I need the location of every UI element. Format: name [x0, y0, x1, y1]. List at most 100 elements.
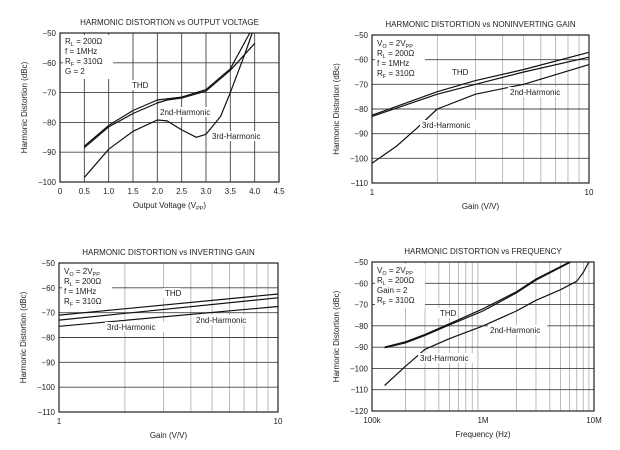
conditions-box: [63, 35, 113, 79]
x-axis-label: Frequency (Hz): [455, 430, 510, 439]
annotation-bg: [194, 315, 254, 325]
condition-sub: PP: [406, 271, 414, 277]
condition-text: RF = 310Ω: [377, 296, 415, 307]
condition-sub: F: [71, 62, 75, 68]
series-thd: [371, 51, 590, 116]
y-tick-label: −90: [354, 130, 368, 139]
conditions-box: [375, 37, 425, 81]
x-tick-label: 2.5: [176, 187, 188, 196]
annotation-bg: [130, 80, 148, 90]
annotation-3rd-harmonic: 3rd-Harmonic: [107, 323, 155, 332]
condition-part: = 310Ω: [74, 57, 102, 66]
condition-sub: L: [383, 54, 386, 60]
condition-part: = 310Ω: [386, 69, 414, 78]
series-2nd-harmonic: [384, 261, 572, 349]
x-tick-label: 3.0: [200, 187, 212, 196]
annotation-3rd-harmonic: 3rd-Harmonic: [422, 121, 470, 130]
annotation-bg: [418, 353, 478, 363]
annotation-thd: THD: [165, 289, 182, 298]
x-tick-label: 0: [58, 187, 63, 196]
condition-part: R: [377, 69, 383, 78]
condition-sub: L: [70, 282, 73, 288]
x-tick-label: 3.5: [225, 187, 237, 196]
x-tick-label: 4.0: [249, 187, 261, 196]
chart-3: 1 10 −50 −60 −70 −80 −90 −100 −110 HARMONIC DISTO…: [19, 248, 283, 440]
condition-part: = 310Ω: [386, 296, 414, 305]
condition-text: RL = 200Ω: [65, 37, 102, 48]
series-thd: [58, 293, 279, 316]
condition-text: Gain = 2: [377, 286, 408, 295]
condition-sub: F: [70, 302, 74, 308]
y-tick-label: −110: [38, 408, 56, 417]
condition-sub: L: [71, 42, 74, 48]
condition-sub: PP: [406, 44, 414, 50]
condition-text: RF = 310Ω: [377, 69, 415, 80]
condition-sub: PP: [93, 272, 101, 278]
condition-sub: O: [382, 44, 387, 50]
y-tick-label: −50: [41, 259, 55, 268]
condition-part: R: [377, 49, 383, 58]
chart-title: HARMONIC DISTORTION vs INVERTING GAIN: [82, 248, 255, 257]
y-tick-label: −60: [42, 59, 56, 68]
condition-part: R: [64, 277, 70, 286]
plot-frame: [58, 262, 279, 413]
condition-text: RL = 200Ω: [377, 276, 414, 287]
y-tick-label: −90: [354, 343, 368, 352]
series-2nd-harmonic: [58, 297, 279, 321]
annotation-thd: THD: [132, 81, 149, 90]
y-tick-label: −90: [41, 358, 55, 367]
annotation-3rd-harmonic: 3rd-Harmonic: [212, 132, 260, 141]
condition-sub: L: [383, 281, 386, 287]
condition-part: = 200Ω: [74, 37, 102, 46]
x-tick-label: 10: [585, 188, 594, 197]
x-tick-label: 10: [274, 417, 283, 426]
y-tick-label: −60: [354, 279, 368, 288]
series-thd: [83, 32, 251, 147]
y-tick-label: −50: [354, 258, 368, 267]
chart-title: HARMONIC DISTORTION vs OUTPUT VOLTAGE: [80, 18, 259, 27]
y-axis-label: Harmonic Distortion (dBc): [20, 61, 29, 153]
series-3rd-harmonic: [371, 64, 590, 164]
condition-part: R: [65, 57, 71, 66]
y-tick-label: −80: [41, 334, 55, 343]
y-tick-label: −50: [42, 29, 56, 38]
condition-part: f = 1MHz: [377, 59, 409, 68]
x-axis-label: Output Voltage (VPP): [133, 201, 207, 212]
condition-part: = 200Ω: [73, 277, 101, 286]
annotation-bg: [488, 325, 548, 335]
annotation-bg: [158, 107, 218, 117]
y-tick-label: −70: [354, 301, 368, 310]
x-tick-label: 4.5: [273, 187, 285, 196]
condition-part: R: [64, 297, 70, 306]
chart-1: 0 0.5 1.0 1.5 2.0 2.5 3.0 3.5 4.0 4.5 −50 −60 −70 −80…: [20, 18, 285, 212]
series-2nd-harmonic: [83, 42, 256, 149]
y-tick-label: −80: [354, 322, 368, 331]
annotation-2nd-harmonic: 2nd-Harmonic: [160, 108, 210, 117]
condition-text: RF = 310Ω: [64, 297, 102, 308]
condition-text: RL = 200Ω: [377, 49, 414, 60]
y-tick-label: −50: [354, 31, 368, 40]
condition-text: f = 1MHz: [65, 47, 97, 56]
condition-sub: F: [383, 301, 387, 307]
y-tick-label: −100: [37, 383, 56, 392]
annotation-thd: THD: [452, 68, 469, 77]
plot-frame: [371, 261, 595, 412]
condition-part: V: [377, 266, 383, 275]
y-axis-label: Harmonic Distortion (dBc): [332, 63, 341, 155]
series-thd: [384, 261, 570, 348]
x-tick-label: 1: [57, 417, 62, 426]
y-tick-label: −120: [350, 407, 369, 416]
annotation-bg: [105, 322, 165, 332]
condition-text: RL = 200Ω: [64, 277, 101, 288]
x-tick-label: 0.5: [79, 187, 91, 196]
condition-part: f = 1MHz: [65, 47, 97, 56]
condition-part: = 200Ω: [386, 276, 414, 285]
condition-text: f = 1MHz: [64, 287, 96, 296]
annotation-bg: [163, 288, 181, 298]
condition-part: = 310Ω: [73, 297, 101, 306]
condition-text: f = 1MHz: [377, 59, 409, 68]
annotation-bg: [438, 308, 456, 318]
annotation-bg: [508, 87, 568, 97]
chart-title: HARMONIC DISTORTION vs FREQUENCY: [404, 247, 562, 256]
